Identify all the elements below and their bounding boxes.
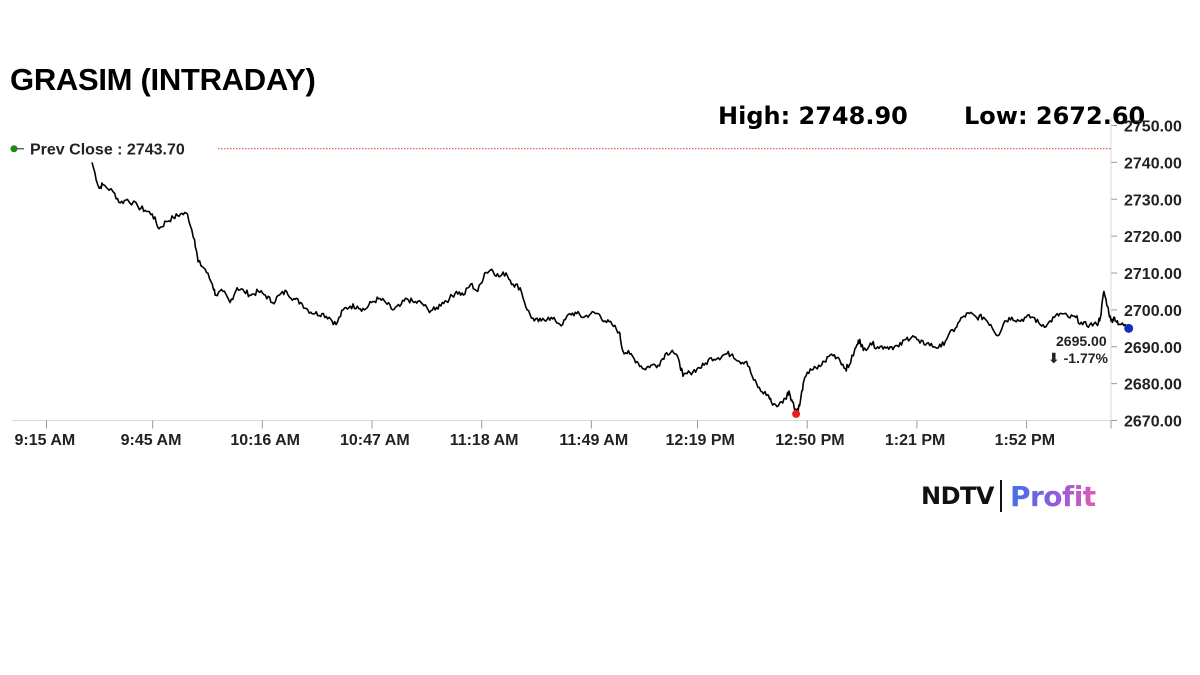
x-tick-label: 10:16 AM <box>230 432 300 449</box>
y-tick-label: 2690.00 <box>1124 340 1182 357</box>
x-tick-label: 9:15 AM <box>15 432 76 449</box>
y-tick-label: 2750.00 <box>1124 119 1182 136</box>
y-tick-label: 2710.00 <box>1124 266 1182 283</box>
last-price-marker <box>1124 323 1134 333</box>
x-tick-label: 11:18 AM <box>450 432 519 449</box>
x-tick-label: 9:45 AM <box>121 432 182 449</box>
x-tick-label: 12:19 PM <box>666 432 735 449</box>
y-tick-label: 2680.00 <box>1124 377 1182 394</box>
logo-profit: Profit <box>1009 479 1096 513</box>
y-tick-label: 2670.00 <box>1124 414 1182 431</box>
y-axis: 2670.00 2680.00 2690.00 2700.00 2710.00 2720.… <box>1110 117 1182 431</box>
y-tick-label: 2720.00 <box>1124 229 1182 246</box>
y-tick-label: 2730.00 <box>1124 192 1182 209</box>
y-tick-label: 2700.00 <box>1124 303 1182 320</box>
x-tick-label: 10:47 AM <box>340 432 410 449</box>
logo-ndtv: NDTV <box>921 482 994 510</box>
prev-close-label: Prev Close : 2743.70 <box>30 142 185 159</box>
prev-close-dot <box>10 145 18 153</box>
x-tick-label: 12:50 PM <box>775 432 844 449</box>
x-tick-label: 11:49 AM <box>559 432 628 449</box>
last-price-label: 2695.00 <box>1056 333 1107 349</box>
chart-title: GRASIM (INTRADAY) <box>10 62 316 97</box>
low-marker <box>792 409 801 418</box>
x-axis: 9:15 AM 9:45 AM 10:16 AM 10:47 AM 11:18 AM 11… <box>12 420 1112 449</box>
price-line <box>91 162 1130 412</box>
change-label: ⬇ -1.77% <box>1048 350 1109 366</box>
x-tick-label: 1:52 PM <box>995 432 1055 449</box>
ndtv-profit-logo: NDTV Profit <box>921 478 1096 514</box>
high-stat: High: 2748.90 <box>718 102 908 130</box>
y-tick-label: 2740.00 <box>1124 155 1182 172</box>
logo-separator <box>999 480 1002 512</box>
x-tick-label: 1:21 PM <box>885 432 945 449</box>
